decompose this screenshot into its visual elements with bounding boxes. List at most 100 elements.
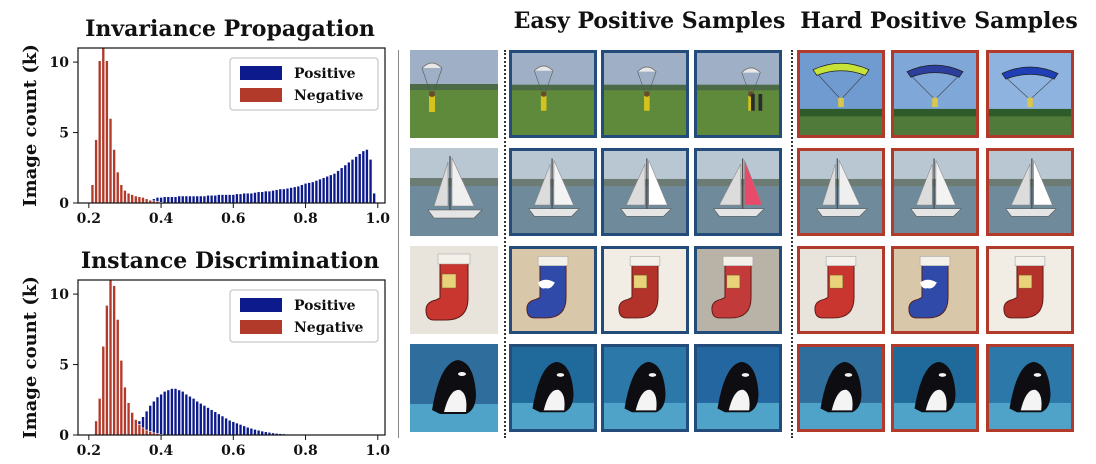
hard-positive-image [986,148,1074,236]
bar-positive [253,192,257,204]
y-tick-label: 5 [59,126,69,142]
hard-positive-image [986,344,1074,432]
bar-positive [339,167,344,204]
chart-title: Instance Discrimination [81,248,379,274]
bar-positive [188,195,192,204]
easy-divider [504,50,506,438]
bar-negative [141,427,145,436]
bar-negative [97,398,102,436]
bar-positive [282,188,286,204]
hard-positive-image [797,344,885,432]
bar-positive [347,161,351,204]
bar-negative [112,149,116,204]
bar-positive [213,411,218,436]
bar-negative [108,118,113,204]
easy-positive-image [601,246,689,334]
bar-negative [119,184,124,204]
bar-positive [321,177,326,204]
y-tick-label: 10 [50,287,70,303]
bar-positive [245,426,250,436]
hard-positive-image [797,246,885,334]
bar-positive [336,170,340,204]
query-image [410,246,498,334]
y-tick-label: 5 [59,358,69,374]
bar-positive [166,196,171,204]
bar-positive [217,413,221,436]
bar-positive [325,175,329,204]
bar-positive [195,195,199,204]
bar-positive [285,187,290,204]
easy-positive-image [694,344,782,432]
bar-positive [278,188,283,204]
legend-swatch-positive [240,66,282,80]
bar-negative [94,139,98,204]
bar-negative [105,305,109,436]
bar-negative [123,386,127,436]
bar-negative [144,198,149,204]
bar-positive [188,395,192,436]
x-tick-label: 1.0 [366,443,391,459]
bar-positive [173,196,178,204]
bar-positive [184,195,189,204]
x-tick-label: 0.8 [293,443,317,459]
bar-negative [123,190,127,204]
bar-positive [354,156,358,204]
hard-positive-image [797,148,885,236]
bar-positive [242,192,246,204]
bar-positive [249,192,254,204]
bar-negative [101,345,106,436]
bar-positive [314,180,319,204]
bar-positive [162,391,167,436]
bar-positive [148,405,153,436]
easy-positive-image [694,148,782,236]
easy-positive-image [601,50,689,138]
hard-positive-image [986,246,1074,334]
bar-positive [303,182,308,204]
bar-positive [220,415,225,436]
bar-positive [173,388,178,436]
bar-positive [155,396,160,436]
query-image [410,148,498,236]
y-tick-label: 0 [59,428,69,444]
x-tick-label: 1.0 [366,211,391,227]
hard-positive-image [986,50,1074,138]
bar-positive [209,409,214,436]
bar-negative [97,60,102,204]
bar-negative [130,194,134,204]
bar-positive [318,178,322,204]
bar-negative [94,420,98,436]
bar-positive [217,194,221,204]
bar-positive [209,194,214,204]
bar-negative [108,279,113,436]
bar-negative [105,60,109,204]
bar-positive [361,150,366,204]
x-tick-label: 0.6 [221,211,245,227]
easy-positive-image [509,148,597,236]
easy-positive-image [694,50,782,138]
bar-negative [137,424,142,436]
bar-positive [238,424,243,436]
bar-positive [159,393,163,436]
bar-positive [224,417,228,436]
y-axis-label: Image count (k) [20,276,41,439]
bar-positive [191,398,196,436]
hard-positive-image [891,246,979,334]
plot-frame [77,279,386,436]
easy-positive-image [509,246,597,334]
bar-positive [357,153,362,204]
legend-label-positive: Positive [294,66,356,82]
bar-positive [368,159,373,204]
bar-positive [235,422,239,436]
bar-negative [126,192,131,204]
easy-positive-image [694,246,782,334]
bar-positive [220,194,225,204]
bar-positive [329,174,333,204]
bar-positive [274,189,279,204]
chart-invariance-propagation: Invariance Propagation Image count (k) 0.2… [0,0,400,232]
bar-positive [296,185,301,204]
easy-positive-image [509,50,597,138]
bar-positive [180,391,185,436]
query-image [410,50,498,138]
bar-positive [224,194,228,204]
bar-negative [115,171,120,204]
